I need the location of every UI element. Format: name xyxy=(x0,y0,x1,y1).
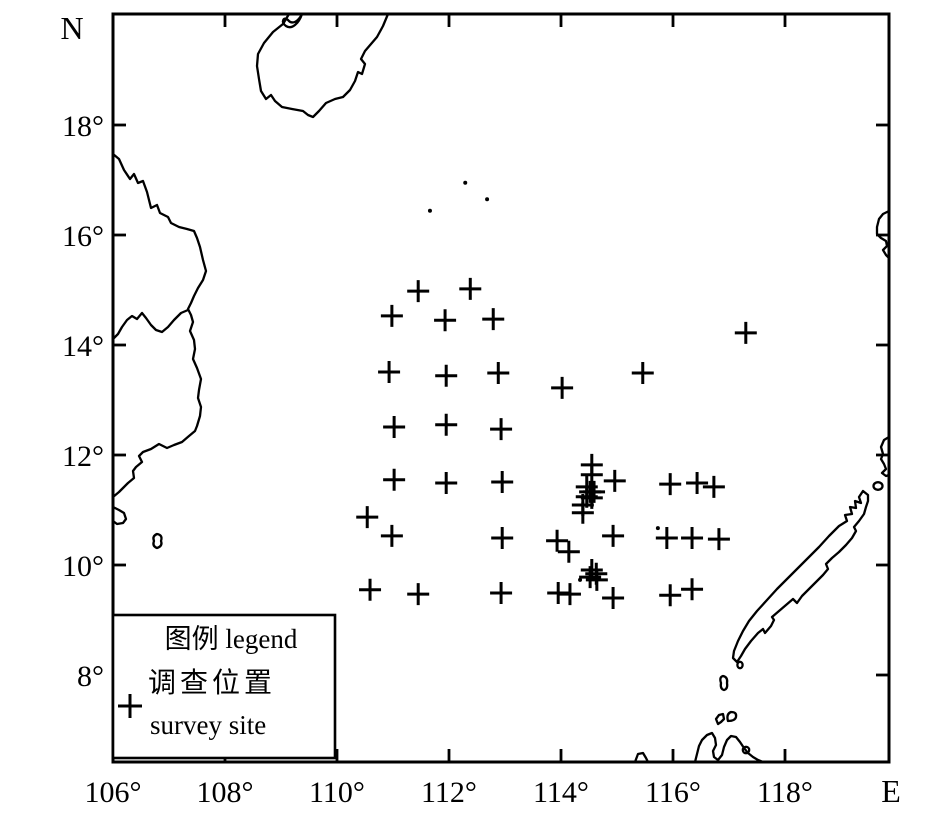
islet-palawan-tip xyxy=(736,660,744,670)
survey-site-marker xyxy=(557,540,580,563)
coastline-mindoro xyxy=(879,435,891,478)
survey-site-marker xyxy=(707,528,730,551)
survey-site-marker xyxy=(435,413,458,436)
survey-site-marker xyxy=(459,277,482,300)
islet-balabac-west xyxy=(714,712,726,726)
x-axis-label: 114° xyxy=(533,776,589,809)
survey-site-marker xyxy=(585,568,608,591)
survey-site-marker xyxy=(407,280,430,303)
coastline-vietnam-inner xyxy=(111,308,190,341)
coastline-borneo xyxy=(693,731,765,764)
survey-site-marker xyxy=(490,418,513,441)
survey-site-marker xyxy=(551,376,574,399)
island-dot xyxy=(655,526,660,531)
map-frame xyxy=(111,12,891,764)
survey-site-marker xyxy=(546,529,569,552)
survey-site-marker xyxy=(407,583,430,606)
legend-site-label-zh: 调查位置 xyxy=(148,667,276,699)
survey-site-marker xyxy=(380,304,403,327)
x-axis-label: 106° xyxy=(85,776,142,809)
survey-site-marker xyxy=(602,587,625,609)
coastline-hainan-island xyxy=(255,12,390,119)
y-axis-label: 14° xyxy=(62,330,104,363)
east-axis-letter: E xyxy=(881,773,901,809)
legend-title: 图例 legend xyxy=(165,624,298,654)
x-axis-label: 112° xyxy=(421,776,477,809)
survey-site-marker xyxy=(378,360,401,383)
survey-site-marker xyxy=(490,582,513,605)
survey-site-marker xyxy=(487,362,510,385)
survey-site-marker xyxy=(380,524,403,547)
survey-site-marker xyxy=(435,364,458,387)
survey-site-marker xyxy=(655,527,678,550)
axis-labels-group: 106° 108° 110° 112° 114° 116° 118° 18° 16° 14° 12°… xyxy=(62,110,813,809)
survey-site-marker xyxy=(602,524,625,547)
survey-site-marker xyxy=(686,472,709,495)
x-axis-label: 118° xyxy=(757,776,813,809)
legend-site-label-en: survey site xyxy=(150,710,266,740)
island-dot xyxy=(578,577,583,582)
north-axis-letter: N xyxy=(60,10,83,46)
survey-site-marker xyxy=(435,472,458,495)
coastlines-group xyxy=(111,12,891,764)
survey-site-marker xyxy=(383,415,406,438)
island-dots-group xyxy=(427,180,660,582)
survey-site-marker xyxy=(702,475,725,498)
survey-site-marker xyxy=(434,309,457,332)
y-axis-label: 12° xyxy=(62,440,104,473)
survey-site-marker xyxy=(603,469,626,492)
islet-borneo-ring xyxy=(741,745,751,755)
survey-site-marker xyxy=(356,506,379,529)
survey-site-marker xyxy=(383,468,406,491)
y-axis-label: 10° xyxy=(62,550,104,583)
coastline-vietnam xyxy=(111,152,208,499)
y-axis-label: 18° xyxy=(62,110,104,143)
coastline-borneo-west-arc xyxy=(633,751,650,764)
survey-site-marker xyxy=(631,362,654,385)
survey-site-marker xyxy=(359,578,382,601)
island-small-vietnam xyxy=(152,532,163,550)
coastline-peninsula-hook xyxy=(281,12,304,29)
x-axis-label: 116° xyxy=(645,776,701,809)
islet-palawan-sw xyxy=(719,674,729,692)
coastline-vietnam-south-bump xyxy=(111,505,128,526)
legend: 图例 legend 调查位置 survey site xyxy=(111,613,337,760)
survey-site-marker xyxy=(580,463,603,486)
survey-site-marker xyxy=(659,584,682,607)
y-axis-label: 16° xyxy=(62,220,104,253)
survey-site-marker xyxy=(491,470,514,493)
survey-site-marker xyxy=(482,308,505,331)
islet-balabac-east xyxy=(726,710,738,723)
x-axis-label: 110° xyxy=(309,776,365,809)
survey-site-marker xyxy=(681,527,704,550)
x-axis-label: 108° xyxy=(197,776,254,809)
legend-box xyxy=(111,613,337,760)
survey-site-marker xyxy=(558,583,581,606)
island-dot xyxy=(463,180,468,185)
survey-site-marker xyxy=(681,578,704,601)
legend-site-marker-icon xyxy=(118,694,142,718)
coastline-palawan xyxy=(731,489,870,664)
survey-site-marker xyxy=(659,473,682,496)
coastline-luzon xyxy=(875,209,891,260)
island-dot xyxy=(427,208,432,213)
island-dot xyxy=(485,197,490,202)
y-axis-label: 8° xyxy=(77,660,104,693)
island-oval-mindoro xyxy=(872,481,884,491)
survey-sites-group xyxy=(356,277,757,609)
survey-site-marker xyxy=(734,321,757,344)
survey-site-marker xyxy=(491,527,514,550)
survey-site-marker xyxy=(571,501,594,524)
